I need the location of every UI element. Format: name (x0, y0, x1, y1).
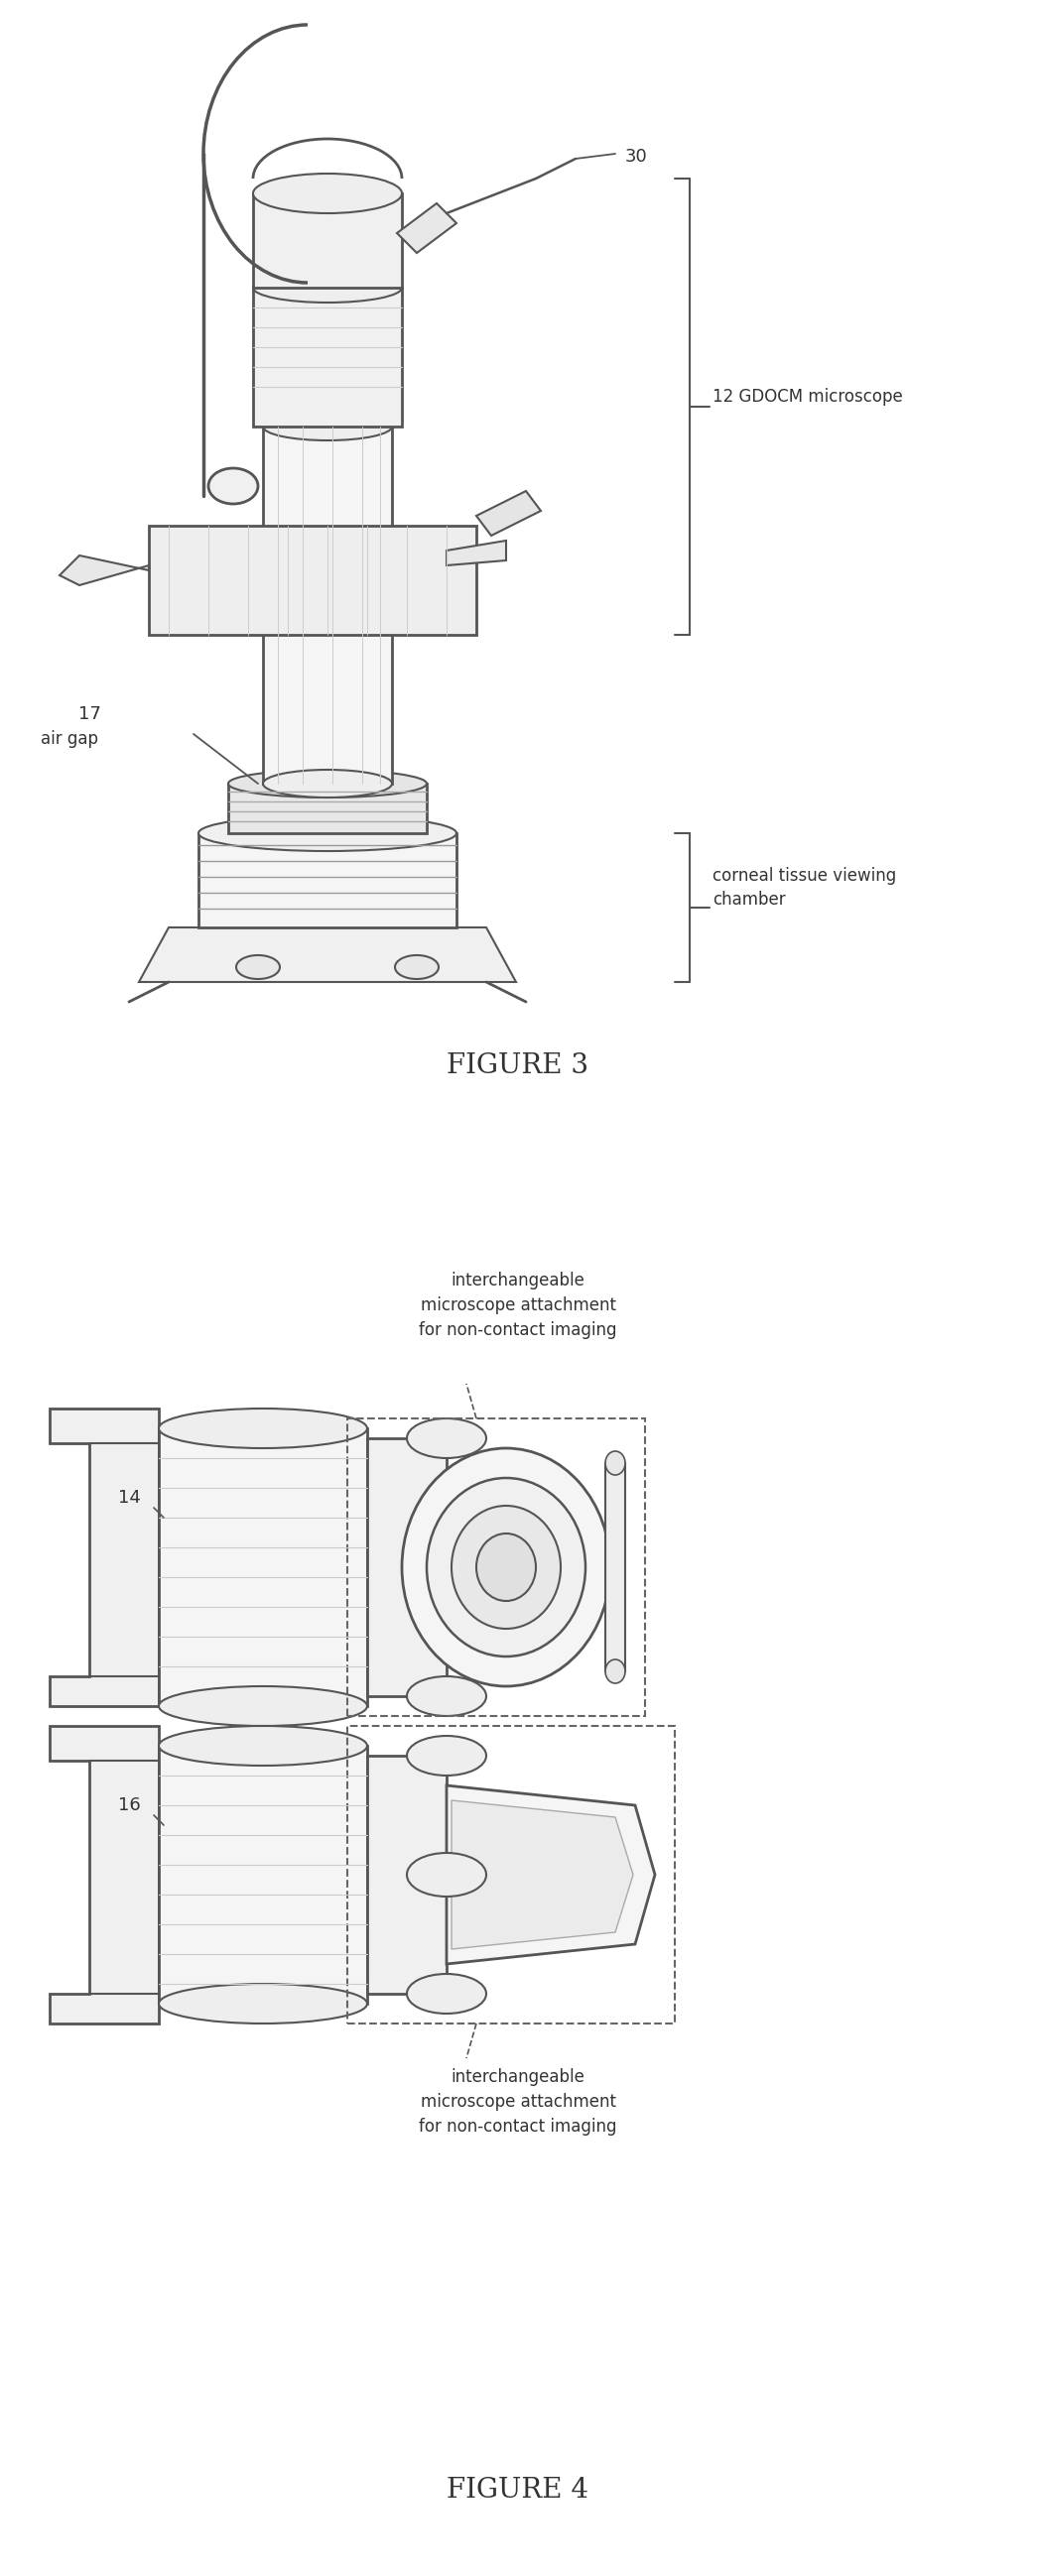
Bar (159, 1747, 367, 2004)
Bar (253, 193, 402, 289)
Ellipse shape (407, 1973, 486, 2014)
Ellipse shape (395, 956, 439, 979)
Text: corneal tissue viewing
chamber: corneal tissue viewing chamber (712, 866, 896, 909)
Text: 14: 14 (117, 1489, 140, 1507)
Text: FIGURE 4: FIGURE 4 (447, 2476, 589, 2504)
Ellipse shape (407, 1736, 486, 1775)
Text: 30: 30 (625, 147, 648, 165)
Polygon shape (451, 1801, 634, 1950)
Bar (159, 1427, 367, 1705)
Ellipse shape (407, 1852, 486, 1896)
Bar (263, 428, 392, 783)
Ellipse shape (253, 173, 402, 214)
Ellipse shape (159, 1687, 367, 1726)
Ellipse shape (407, 1677, 486, 1716)
Polygon shape (447, 541, 506, 564)
Text: 12 GDOCM microscope: 12 GDOCM microscope (712, 389, 903, 404)
Text: air gap: air gap (40, 729, 99, 747)
Polygon shape (50, 1726, 159, 2025)
Ellipse shape (159, 1726, 367, 1765)
Bar (149, 526, 476, 634)
Ellipse shape (159, 1984, 367, 2025)
Ellipse shape (426, 1479, 586, 1656)
Polygon shape (50, 1409, 159, 1705)
Ellipse shape (253, 273, 402, 301)
Ellipse shape (198, 817, 456, 850)
Ellipse shape (451, 1507, 561, 1628)
Polygon shape (447, 1785, 655, 1963)
Polygon shape (139, 927, 516, 981)
Polygon shape (59, 556, 149, 585)
Bar (253, 289, 402, 428)
Ellipse shape (208, 469, 258, 505)
Polygon shape (476, 492, 541, 536)
Ellipse shape (606, 1659, 625, 1682)
Ellipse shape (606, 1450, 625, 1476)
Text: 17: 17 (78, 706, 101, 724)
Bar (198, 832, 456, 927)
Polygon shape (397, 204, 456, 252)
Ellipse shape (263, 412, 392, 440)
Bar (347, 1419, 645, 1716)
Ellipse shape (228, 770, 426, 799)
Bar (228, 783, 426, 832)
Bar (347, 1726, 675, 2025)
Bar (606, 1463, 625, 1672)
Ellipse shape (476, 1533, 536, 1600)
Ellipse shape (407, 1419, 486, 1458)
Bar (367, 1437, 447, 1695)
Ellipse shape (263, 770, 392, 799)
Text: interchangeable
microscope attachment
for non-contact imaging: interchangeable microscope attachment fo… (419, 1273, 617, 1340)
Ellipse shape (402, 1448, 611, 1687)
Text: 16: 16 (118, 1795, 140, 1814)
Ellipse shape (159, 1409, 367, 1448)
Bar (367, 1757, 447, 1994)
Text: interchangeable
microscope attachment
for non-contact imaging: interchangeable microscope attachment fo… (419, 2069, 617, 2136)
Text: FIGURE 3: FIGURE 3 (447, 1054, 589, 1079)
Ellipse shape (236, 956, 280, 979)
